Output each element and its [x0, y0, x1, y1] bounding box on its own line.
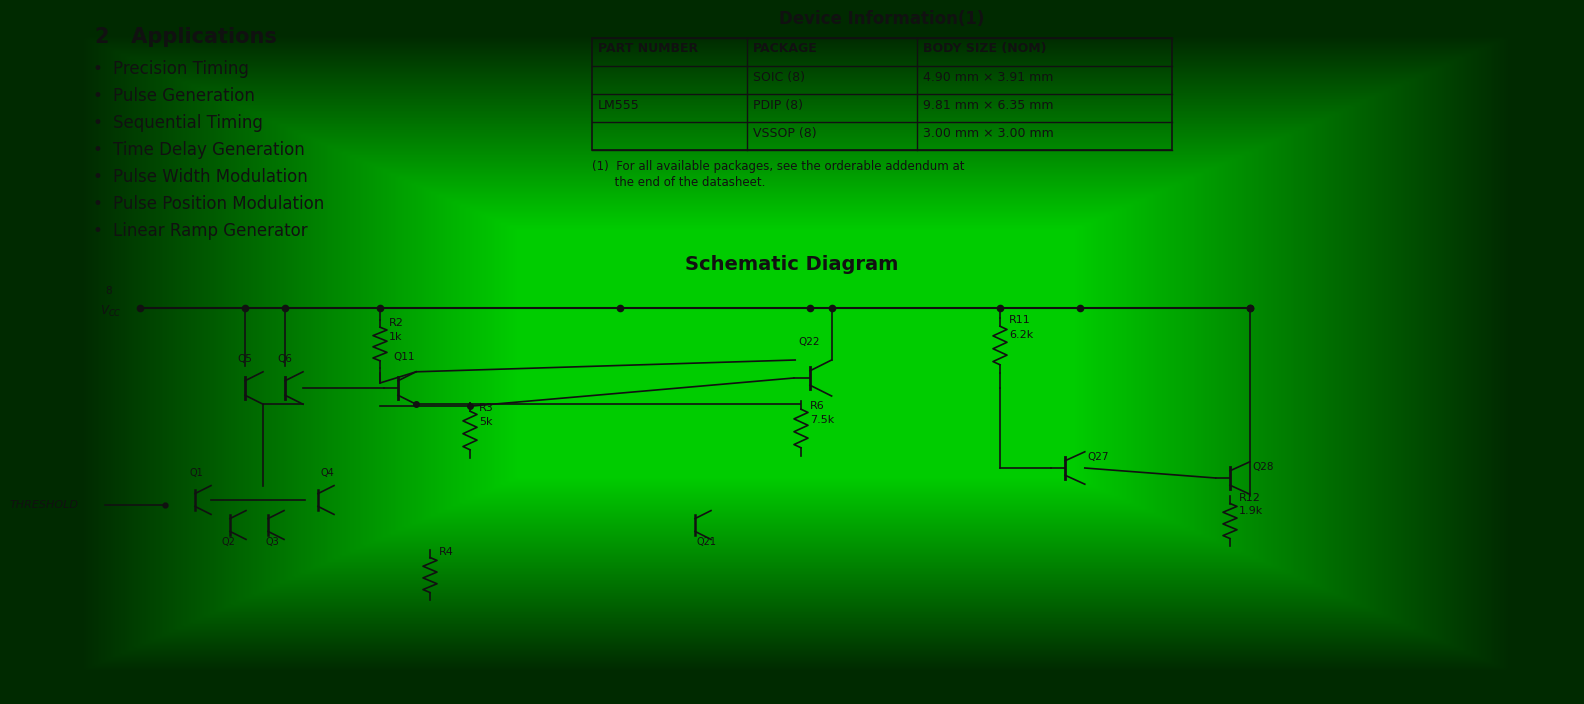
Text: R11: R11 — [1009, 315, 1031, 325]
Text: •: • — [93, 114, 103, 132]
Text: PART NUMBER: PART NUMBER — [599, 42, 699, 55]
Text: •: • — [93, 60, 103, 78]
Text: Q11: Q11 — [393, 352, 415, 362]
Text: PDIP (8): PDIP (8) — [752, 99, 803, 112]
Text: 7.5k: 7.5k — [809, 415, 835, 425]
Text: Time Delay Generation: Time Delay Generation — [112, 141, 304, 159]
Text: R2: R2 — [390, 318, 404, 328]
Text: •: • — [93, 168, 103, 186]
Text: 2   Applications: 2 Applications — [95, 27, 277, 47]
Text: Q3: Q3 — [266, 537, 280, 547]
Text: Sequential Timing: Sequential Timing — [112, 114, 263, 132]
Text: 1k: 1k — [390, 332, 402, 342]
Text: Pulse Generation: Pulse Generation — [112, 87, 255, 105]
Text: R6: R6 — [809, 401, 825, 411]
Text: Q27: Q27 — [1088, 452, 1109, 462]
Text: Q22: Q22 — [798, 337, 819, 347]
Text: 5k: 5k — [478, 417, 493, 427]
Text: Q6: Q6 — [277, 354, 291, 364]
Text: 9.81 mm × 6.35 mm: 9.81 mm × 6.35 mm — [923, 99, 1053, 112]
Text: R3: R3 — [478, 403, 494, 413]
Text: Q1: Q1 — [190, 468, 204, 478]
Text: Q28: Q28 — [1253, 462, 1274, 472]
Text: Pulse Width Modulation: Pulse Width Modulation — [112, 168, 307, 186]
Text: (1)  For all available packages, see the orderable addendum at: (1) For all available packages, see the … — [592, 160, 965, 173]
Text: Q5: Q5 — [238, 354, 252, 364]
Text: 4.90 mm × 3.91 mm: 4.90 mm × 3.91 mm — [923, 71, 1053, 84]
Text: Q2: Q2 — [222, 537, 236, 547]
Text: Linear Ramp Generator: Linear Ramp Generator — [112, 222, 307, 240]
Bar — [592, 38, 1172, 150]
Text: Q4: Q4 — [322, 468, 334, 478]
Text: Precision Timing: Precision Timing — [112, 60, 249, 78]
Text: •: • — [93, 87, 103, 105]
Text: LM555: LM555 — [599, 99, 640, 112]
Text: R4: R4 — [439, 547, 455, 557]
Text: •: • — [93, 195, 103, 213]
Text: 3.00 mm × 3.00 mm: 3.00 mm × 3.00 mm — [923, 127, 1053, 140]
Text: 8: 8 — [105, 286, 111, 296]
Text: VSSOP (8): VSSOP (8) — [752, 127, 817, 140]
Text: BODY SIZE (NOM): BODY SIZE (NOM) — [923, 42, 1047, 55]
Text: SOIC (8): SOIC (8) — [752, 71, 805, 84]
Text: 1.9k: 1.9k — [1239, 506, 1264, 516]
Text: •: • — [93, 222, 103, 240]
Text: Device Information(1): Device Information(1) — [779, 10, 985, 28]
Text: R12: R12 — [1239, 493, 1261, 503]
Text: •: • — [93, 141, 103, 159]
Text: $V_{CC}$: $V_{CC}$ — [100, 303, 122, 318]
Text: 6.2k: 6.2k — [1009, 330, 1033, 340]
Text: PACKAGE: PACKAGE — [752, 42, 817, 55]
Text: Q21: Q21 — [697, 537, 718, 547]
Text: the end of the datasheet.: the end of the datasheet. — [592, 176, 765, 189]
Text: Pulse Position Modulation: Pulse Position Modulation — [112, 195, 325, 213]
Text: Schematic Diagram: Schematic Diagram — [686, 255, 898, 274]
Text: THRESHOLD: THRESHOLD — [10, 500, 79, 510]
